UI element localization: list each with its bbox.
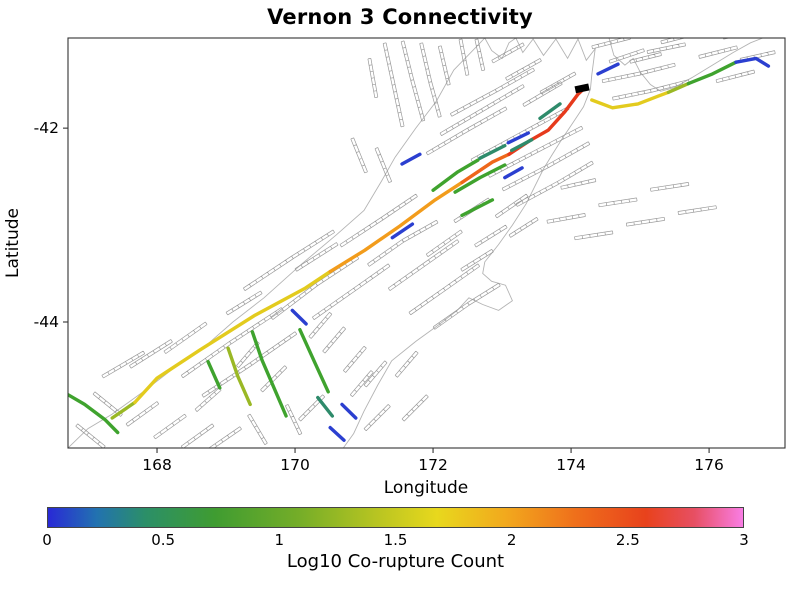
coastline [68,38,765,448]
chart-title: Vernon 3 Connectivity [267,5,533,29]
rupture-trace [734,56,771,68]
source-fault-marker [574,83,590,94]
colorbar [47,507,744,528]
rupture-trace [538,102,562,121]
rupture-trace [328,425,346,442]
rupture-trace [503,166,524,180]
x-tick-label: 170 [280,456,310,474]
colorbar-tick-label: 2.5 [615,531,640,549]
rupture-trace [453,163,507,194]
rupture-trace [510,138,534,153]
rupture-trace [596,62,620,76]
rupture-trace [68,393,120,435]
rupture-trace [460,198,495,218]
rupture-trace [328,180,464,274]
colorbar-label: Log10 Co-rupture Count [286,551,505,572]
rupture-trace [478,143,507,160]
x-tick-label: 168 [142,456,172,474]
plot-border [67,37,786,449]
rupture-trace [666,81,691,95]
rupture-trace [250,330,288,418]
rupture-trace [340,402,358,420]
colorbar-tick-label: 2 [506,531,517,549]
rupture-trace [431,158,480,192]
colorbar-tick-label: 1 [274,531,285,549]
x-tick-label: 176 [694,456,724,474]
background-fault-network [75,38,776,448]
colorbar-tick-label: 0 [42,531,52,549]
x-tick-label: 172 [418,456,448,474]
rupture-trace [206,360,222,390]
rupture-trace [460,152,511,185]
x-axis-label: Longitude [384,478,469,498]
rupture-trace [316,395,334,418]
rupture-trace [390,222,415,240]
map-svg: Longitude Latitude 168 170 172 174 176 -42 -44 [3,37,786,498]
rupture-trace [290,308,308,326]
rupture-trace [110,400,137,420]
y-tick-label: -44 [34,313,59,331]
x-tick-label: 174 [556,456,586,474]
colorbar-ticks: 0 0.5 1 1.5 2 2.5 3 [42,531,749,549]
y-axis-label: Latitude [3,208,23,278]
colorbar-tick-label: 1.5 [383,531,408,549]
rupture-trace [506,131,530,145]
rupture-trace [133,269,332,405]
colorbar-tick-label: 3 [739,531,749,549]
rupture-trace [226,346,252,407]
rupture-trace [400,152,422,166]
y-tick-label: -42 [34,119,59,137]
rupture-trace [686,60,738,86]
map-layer [68,38,776,448]
colorbar-tick-label: 0.5 [151,531,176,549]
rupture-trace [590,90,671,110]
rupture-trace [298,328,330,394]
